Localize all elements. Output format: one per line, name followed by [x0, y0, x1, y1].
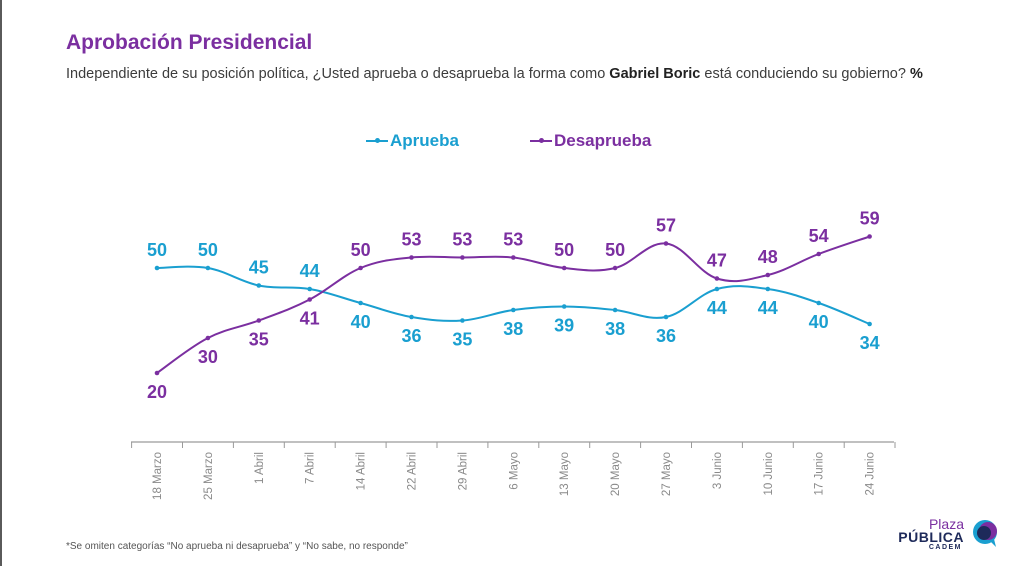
data-label-aprueba: 34 — [860, 333, 880, 353]
data-label-desaprueba: 20 — [147, 382, 167, 402]
data-point-desaprueba — [612, 265, 618, 271]
x-tick-label: 14 Abril — [356, 452, 368, 490]
logo-text-publica: PÚBLICA — [898, 529, 964, 545]
x-tick-label: 7 Abril — [305, 452, 317, 484]
data-label-aprueba: 45 — [249, 258, 269, 278]
page-frame-edge — [0, 0, 2, 566]
data-point-desaprueba — [867, 234, 872, 239]
logo-text-cadem: CADEM — [928, 544, 962, 551]
data-point-aprueba — [154, 265, 160, 271]
x-tick-label: 24 Junio — [865, 452, 877, 495]
speech-bubble-icon — [973, 520, 997, 547]
subtitle-percent-unit: % — [909, 66, 923, 82]
data-point-aprueba — [663, 314, 669, 320]
data-label-aprueba: 36 — [401, 326, 421, 346]
data-point-desaprueba — [561, 265, 567, 271]
legend-label-aprueba: Aprueba — [390, 131, 459, 150]
x-tick-label: 20 Mayo — [610, 452, 622, 496]
data-label-desaprueba: 41 — [300, 309, 320, 329]
data-point-desaprueba — [511, 255, 516, 260]
data-point-aprueba — [765, 286, 771, 292]
chart-title: Aprobación Presidencial — [66, 31, 313, 54]
subtitle-question-end: está conduciendo su gobierno? — [700, 66, 910, 82]
data-point-desaprueba — [409, 255, 414, 260]
data-label-desaprueba: 50 — [605, 240, 625, 260]
data-label-aprueba: 44 — [707, 298, 727, 318]
x-tick-label: 27 Mayo — [661, 452, 673, 496]
data-label-aprueba: 50 — [147, 240, 167, 260]
legend-item-aprueba: Aprueba — [366, 131, 459, 151]
data-point-aprueba — [612, 307, 618, 313]
x-tick-label: 18 Marzo — [152, 452, 164, 500]
data-point-desaprueba — [256, 318, 262, 323]
data-label-desaprueba: 59 — [860, 209, 880, 229]
x-tick-label: 6 Mayo — [508, 452, 520, 490]
legend-swatch-aprueba — [366, 138, 388, 143]
data-label-desaprueba: 48 — [758, 247, 778, 267]
x-tick-label: 25 Marzo — [203, 452, 215, 500]
data-point-desaprueba — [205, 335, 211, 341]
data-label-aprueba: 38 — [605, 319, 625, 339]
data-point-aprueba — [307, 286, 313, 292]
data-point-desaprueba — [154, 370, 160, 376]
data-label-desaprueba: 50 — [554, 240, 574, 260]
data-point-desaprueba — [358, 265, 363, 271]
chart-subtitle: Independiente de su posición política, ¿… — [66, 65, 966, 84]
data-point-desaprueba — [307, 297, 313, 302]
data-point-aprueba — [561, 304, 567, 309]
subtitle-question-start: Independiente de su posición política, ¿… — [66, 66, 610, 82]
data-point-aprueba — [511, 307, 516, 313]
data-point-desaprueba — [765, 272, 771, 278]
x-tick-label: 22 Abril — [407, 452, 419, 490]
x-tick-label: 13 Mayo — [559, 452, 571, 496]
x-tick-label: 17 Junio — [814, 452, 826, 495]
data-label-desaprueba: 54 — [809, 226, 829, 246]
x-tick-label: 10 Junio — [763, 452, 775, 495]
x-tick-label: 3 Junio — [712, 452, 724, 489]
plaza-publica-logo: Plaza PÚBLICA CADEM — [898, 516, 1002, 556]
data-label-aprueba: 40 — [809, 312, 829, 332]
chart-legend: Aprueba Desaprueba — [0, 131, 1024, 153]
data-label-aprueba: 36 — [656, 326, 676, 346]
x-tick-label: 29 Abril — [457, 452, 469, 490]
data-point-desaprueba — [460, 255, 465, 260]
data-label-aprueba: 38 — [503, 319, 523, 339]
data-point-desaprueba — [714, 276, 720, 281]
line-chart: 18 Marzo 25 Marzo 1 Abril 7 Abril 14 Abril 22… — [131, 209, 896, 500]
data-point-aprueba — [714, 286, 720, 292]
data-label-desaprueba: 47 — [707, 251, 727, 271]
data-label-aprueba: 40 — [351, 312, 371, 332]
logo-text-plaza: Plaza — [928, 516, 964, 532]
data-label-desaprueba: 53 — [503, 230, 523, 250]
data-label-aprueba: 35 — [452, 330, 472, 350]
legend-item-desaprueba: Desaprueba — [530, 131, 651, 151]
data-label-desaprueba: 53 — [452, 230, 472, 250]
data-point-desaprueba — [663, 241, 669, 246]
data-label-desaprueba: 30 — [198, 347, 218, 367]
data-label-aprueba: 44 — [300, 261, 320, 281]
data-point-desaprueba — [816, 251, 821, 257]
data-point-aprueba — [358, 300, 363, 306]
data-label-aprueba: 44 — [758, 298, 778, 318]
footnote: *Se omiten categorías “No aprueba ni des… — [66, 541, 408, 552]
legend-swatch-desaprueba — [530, 138, 552, 143]
legend-label-desaprueba: Desaprueba — [554, 131, 652, 150]
data-label-desaprueba: 35 — [249, 330, 269, 350]
data-label-aprueba: 39 — [554, 316, 574, 336]
data-point-aprueba — [205, 265, 211, 271]
subtitle-president-name: Gabriel Boric — [609, 66, 701, 82]
x-tick-label: 1 Abril — [254, 452, 266, 484]
data-point-aprueba — [409, 314, 414, 320]
data-label-aprueba: 50 — [198, 240, 218, 260]
data-point-aprueba — [816, 300, 821, 306]
data-label-desaprueba: 57 — [656, 216, 676, 236]
data-point-aprueba — [867, 321, 872, 327]
data-label-desaprueba: 53 — [401, 230, 421, 250]
data-point-aprueba — [256, 283, 262, 288]
data-point-aprueba — [460, 318, 465, 323]
data-label-desaprueba: 50 — [351, 240, 371, 260]
